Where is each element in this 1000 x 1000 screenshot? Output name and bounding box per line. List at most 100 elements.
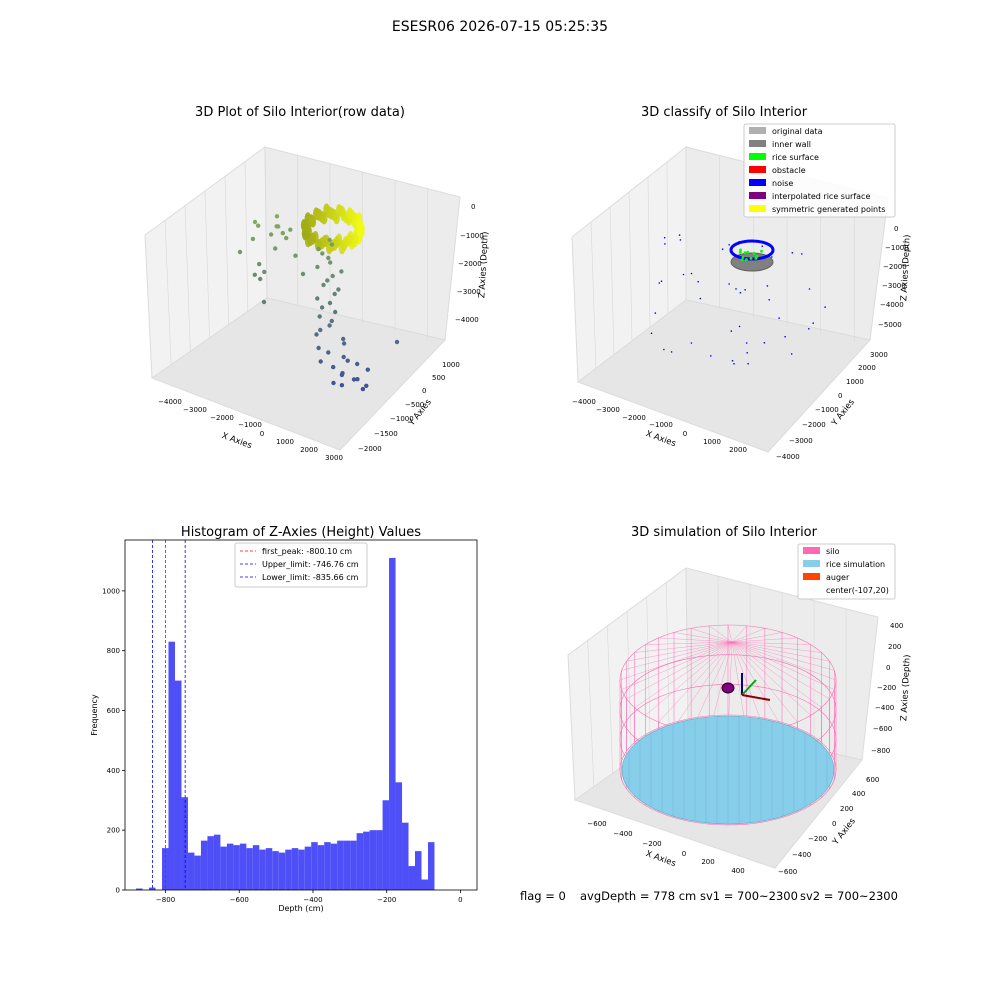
noise-point [654,312,657,314]
scatter-point [262,269,267,275]
noise-point [745,342,748,344]
z-axis-ticks-raw: −4000 −3000 −2000 −1000 0 [455,203,484,324]
x-tick-label: −200 [377,896,396,904]
scatter-point [365,367,370,372]
noise-point [650,332,653,335]
scatter-point [340,371,345,376]
scatter-point [250,236,256,242]
noise-point [790,353,793,355]
y-tick: −1500 [374,430,398,438]
noise-point [660,280,663,283]
histogram-bar [220,846,227,890]
scatter-point [237,249,243,255]
scatter-point [273,246,278,251]
grid-line [666,582,670,734]
y-tick: −2000 [802,421,826,429]
histogram-bar [415,851,422,890]
scatter-point [320,251,325,256]
x-tick: 1000 [703,438,721,446]
scatter-point [300,271,306,277]
y-tick: −200 [808,835,827,843]
histogram-bar [272,851,279,890]
scatter-point [276,224,281,229]
noise-point [739,291,742,294]
histogram-bar [278,852,286,890]
z-tick: −600 [873,725,892,733]
scatter-point [293,253,298,258]
scatter-point [318,327,323,333]
x-tick: −600 [587,820,606,828]
silo-roof-line [731,641,822,653]
z-axis-label-classify: Z Axies (Depth) [899,234,912,301]
subplot-simulation: 3D simulation of Silo Interior −600 −400… [567,525,913,876]
legend-frame [234,542,368,588]
legend-label: rice simulation [826,560,885,569]
histogram-bar [291,848,299,890]
rice-surface-point [760,249,763,253]
legend-label: inner wall [772,140,811,149]
y-tick-label: 200 [107,827,120,835]
histogram-bar [408,866,416,890]
grid-line [184,205,191,352]
histogram-bar [376,830,383,890]
y-tick: 400 [852,790,865,798]
subplot-classify: 3D classify of Silo Interior −4000 −3000… [571,105,913,461]
silo-roof-line [731,628,765,643]
scatter-point [252,219,258,225]
ring-point [338,242,346,255]
classified-points [650,234,826,365]
z-tick: 0 [471,203,475,211]
y-tick: −1000 [390,415,414,423]
noise-point [791,252,794,254]
scatter-point [261,299,267,305]
rice-surface-point [739,248,742,252]
silo-roof-line [673,641,733,728]
yellow-ring-cluster [300,203,365,255]
noise-point [766,285,769,287]
histogram-y-label: Frequency [90,694,99,736]
silo-roof-line [731,641,837,681]
grid-line [626,611,632,761]
scatter-point [327,300,333,306]
noise-point [728,244,730,246]
noise-point [735,288,737,290]
y-tick: −3000 [789,437,813,445]
y-tick-label: 800 [107,647,120,655]
x-tick-label: −600 [230,896,249,904]
histogram-bar [252,845,260,890]
grid-line [666,161,669,314]
grid-line [607,625,613,774]
noise-point [746,352,748,354]
scatter-point [316,246,321,252]
histogram-bar [337,840,344,890]
y-tick-label: 1000 [102,587,120,595]
histogram-bar [285,849,292,890]
x-axis-label-raw: X Axies [220,431,253,451]
silo-roof-line [621,641,733,690]
legend-label: noise [772,179,793,188]
x-tick-label: −400 [303,896,322,904]
z-axis-label-raw: Z Axies (Depth) [477,231,490,298]
silo-roof-line [645,641,733,645]
legend-label: obstacle [772,166,806,175]
histogram-axes-frame [124,539,478,891]
histogram-bar [213,834,221,890]
scatter-point [315,264,320,270]
histogram-bar [239,843,247,890]
figure-suptitle: ESESR06 2026-07-15 05:25:35 [392,19,608,35]
histogram-bar [298,849,305,890]
y-axis-ticks-raw: −2000 −1500 −1000 −500 0 500 1000 [358,361,460,453]
grid-line [244,161,249,312]
x-tick: 1000 [276,438,294,446]
legend-swatch [749,166,766,173]
legend-frame [797,543,896,600]
scatter-point [394,339,400,345]
y-tick: −4000 [776,453,800,461]
noise-point [768,299,770,301]
histogram-bar [324,842,331,890]
noise-point [663,348,665,351]
scatter-point [325,278,330,283]
scatter-point [331,380,336,386]
z-tick: −3000 [457,288,481,296]
grid-line [590,221,597,369]
